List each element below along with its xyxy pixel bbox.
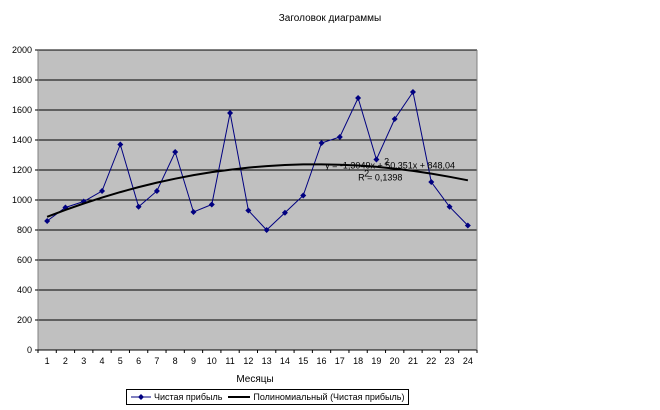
y-tick-label: 1000: [12, 195, 32, 205]
y-tick-label: 2000: [12, 45, 32, 55]
data-point: [428, 179, 435, 185]
data-point: [135, 203, 142, 210]
data-point: [44, 218, 51, 224]
data-point: [245, 207, 252, 214]
x-tick-label: 22: [426, 356, 436, 366]
y-tick-label: 800: [17, 225, 32, 235]
x-tick-label: 18: [353, 356, 363, 366]
x-tick-label: 8: [173, 356, 178, 366]
chart-title: Заголовок диаграммы: [278, 13, 382, 24]
trendline-r-squared: R = 0,1398: [358, 173, 402, 183]
trendline-equation: y = -1,3049x + 50,351x + 848,04: [325, 161, 455, 171]
x-tick-label: 13: [262, 356, 272, 366]
legend-label-trend: Полиномиальный (Чистая прибыль): [253, 392, 405, 402]
x-tick-label: 6: [136, 356, 141, 366]
data-point: [263, 227, 270, 233]
x-tick-label: 15: [298, 356, 308, 366]
x-tick-label: 20: [390, 356, 400, 366]
data-point: [373, 156, 380, 163]
legend: Чистая прибыль Полиномиальный (Чистая пр…: [126, 389, 410, 405]
x-tick-label: 9: [191, 356, 196, 366]
data-point: [153, 188, 160, 194]
legend-item-trend: Полиномиальный (Чистая прибыль): [228, 392, 404, 402]
data-point: [318, 140, 325, 146]
x-tick-label: 17: [335, 356, 345, 366]
data-point: [300, 192, 307, 199]
x-tick-label: 16: [317, 356, 327, 366]
data-point: [355, 95, 362, 101]
trendline-polynomial: [46, 163, 469, 218]
data-point: [336, 134, 343, 140]
x-tick-label: 14: [280, 356, 290, 366]
y-tick-label: 1200: [12, 165, 32, 175]
y-tick-label: 200: [17, 315, 32, 325]
y-tick-label: 1800: [12, 75, 32, 85]
x-tick-label: 7: [154, 356, 159, 366]
x-axis-label: Месяцы: [236, 374, 274, 385]
data-point: [281, 209, 288, 216]
data-point: [446, 203, 453, 210]
legend-swatch-net-profit: [131, 394, 151, 400]
data-point: [464, 222, 471, 229]
legend-item-net-profit: Чистая прибыль: [131, 392, 222, 402]
x-tick-label: 19: [371, 356, 381, 366]
x-tick-label: 11: [225, 356, 234, 366]
x-tick-label: 4: [100, 356, 105, 366]
data-point: [227, 110, 234, 116]
data-point: [409, 89, 416, 95]
superscript-2: 2: [384, 157, 389, 167]
x-tick-label: 1: [45, 356, 50, 366]
y-tick-label: 600: [17, 255, 32, 265]
data-point: [391, 116, 398, 122]
x-tick-label: 2: [63, 356, 68, 366]
data-point: [99, 188, 106, 194]
data-point: [172, 149, 179, 155]
series-line-net-profit: [46, 90, 469, 231]
x-tick-label: 21: [408, 356, 418, 366]
y-tick-label: 1400: [12, 135, 32, 145]
legend-label-net-profit: Чистая прибыль: [154, 392, 223, 402]
data-point: [190, 209, 197, 215]
y-tick-label: 0: [27, 345, 32, 355]
x-tick-label: 12: [243, 356, 253, 366]
legend-swatch-trend: [228, 396, 251, 398]
x-tick-label: 3: [81, 356, 86, 366]
x-tick-label: 24: [463, 356, 473, 366]
y-tick-label: 400: [17, 285, 32, 295]
superscript-2: 2: [364, 169, 369, 179]
data-point: [208, 201, 215, 208]
x-tick-label: 23: [445, 356, 455, 366]
data-point: [117, 141, 124, 148]
x-tick-label: 5: [118, 356, 123, 366]
y-tick-label: 1600: [12, 105, 32, 115]
x-tick-label: 10: [207, 356, 217, 366]
